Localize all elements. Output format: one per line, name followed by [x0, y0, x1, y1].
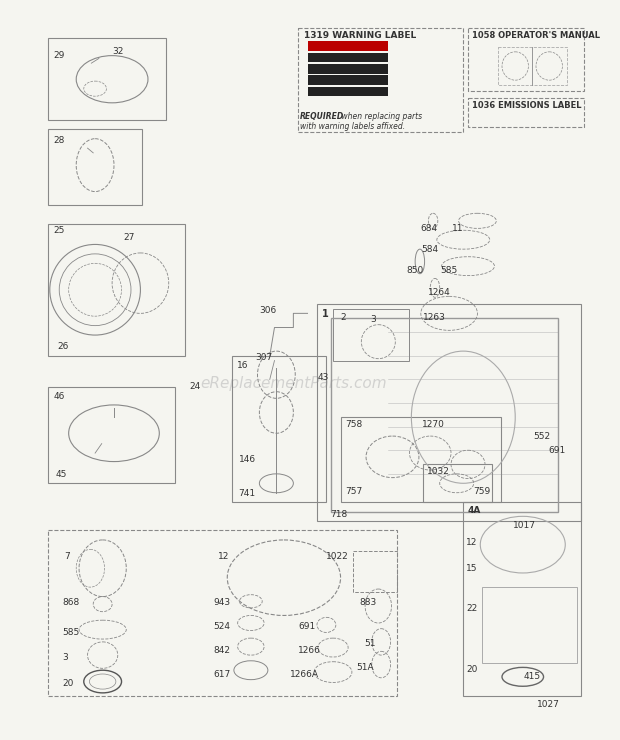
Text: eReplacementParts.com: eReplacementParts.com: [200, 377, 387, 391]
Text: when replacing parts: when replacing parts: [339, 112, 422, 121]
Bar: [308, 41, 388, 51]
Bar: [48, 531, 397, 696]
Text: 46: 46: [53, 391, 65, 401]
Text: 585: 585: [441, 266, 458, 275]
Text: 307: 307: [255, 353, 273, 362]
Text: 26: 26: [57, 342, 69, 351]
Text: 45: 45: [55, 470, 67, 479]
Text: 758: 758: [345, 420, 363, 429]
Text: 584: 584: [421, 246, 438, 255]
Text: REQUIRED: REQUIRED: [300, 112, 344, 121]
Text: 306: 306: [259, 306, 277, 314]
Text: 3: 3: [62, 653, 68, 662]
Text: 868: 868: [62, 599, 79, 608]
Bar: [353, 551, 397, 592]
Text: 146: 146: [239, 455, 255, 464]
Text: 1263: 1263: [423, 313, 446, 323]
Text: 1017: 1017: [513, 521, 536, 530]
Bar: [298, 28, 463, 132]
Bar: [468, 98, 584, 127]
Text: 1264: 1264: [428, 288, 451, 297]
Bar: [308, 53, 388, 62]
Text: 24: 24: [190, 383, 201, 391]
Text: 22: 22: [466, 604, 477, 613]
Text: 11: 11: [452, 223, 464, 232]
Text: 51: 51: [364, 639, 376, 648]
Text: 684: 684: [421, 223, 438, 232]
Text: 415: 415: [524, 672, 541, 681]
Text: 7: 7: [64, 552, 69, 561]
Bar: [423, 465, 492, 502]
Bar: [331, 318, 558, 511]
Text: 1032: 1032: [427, 467, 450, 477]
Bar: [317, 304, 582, 521]
Text: 691: 691: [298, 622, 316, 631]
Text: 20: 20: [62, 679, 73, 687]
Text: 1: 1: [322, 309, 329, 319]
Bar: [308, 64, 388, 73]
Text: 757: 757: [345, 487, 363, 496]
Text: 1036 EMISSIONS LABEL: 1036 EMISSIONS LABEL: [472, 101, 582, 110]
Text: 759: 759: [472, 487, 490, 496]
Text: 20: 20: [466, 665, 477, 674]
Text: 27: 27: [123, 233, 135, 242]
Text: 943: 943: [213, 599, 230, 608]
Text: 552: 552: [533, 432, 551, 441]
Text: 524: 524: [213, 622, 230, 631]
Text: 32: 32: [112, 47, 123, 56]
Bar: [498, 47, 567, 85]
Text: 28: 28: [53, 136, 65, 145]
Text: 585: 585: [62, 628, 79, 636]
Text: 718: 718: [330, 510, 347, 519]
Text: 51A: 51A: [356, 662, 374, 672]
Bar: [48, 387, 175, 483]
Bar: [232, 356, 326, 502]
Text: 12: 12: [218, 552, 229, 561]
Text: 3: 3: [371, 315, 376, 324]
Text: 617: 617: [213, 670, 231, 679]
Text: with warning labels affixed.: with warning labels affixed.: [300, 121, 405, 131]
Text: 842: 842: [213, 646, 230, 655]
Bar: [468, 28, 584, 92]
Text: 1058 OPERATOR'S MANUAL: 1058 OPERATOR'S MANUAL: [472, 31, 600, 40]
Text: 691: 691: [548, 445, 565, 454]
Text: 29: 29: [53, 51, 65, 60]
Text: 1027: 1027: [537, 701, 560, 710]
Text: 1266A: 1266A: [290, 670, 319, 679]
Text: 15: 15: [466, 565, 477, 574]
Bar: [340, 417, 501, 502]
Text: 16: 16: [237, 360, 248, 369]
Text: 1266: 1266: [298, 646, 321, 655]
Text: 12: 12: [466, 538, 477, 547]
Text: 25: 25: [53, 226, 65, 235]
Bar: [48, 130, 143, 205]
Text: 883: 883: [360, 599, 377, 608]
Bar: [48, 38, 166, 120]
Bar: [48, 223, 185, 356]
Bar: [463, 502, 582, 696]
Text: 850: 850: [407, 266, 424, 275]
Text: 2: 2: [340, 313, 346, 323]
Text: 741: 741: [239, 489, 255, 498]
Bar: [482, 587, 577, 662]
Text: 1270: 1270: [422, 420, 445, 429]
Bar: [333, 309, 409, 360]
Text: 1022: 1022: [326, 552, 349, 561]
Bar: [308, 75, 388, 85]
Text: 4A: 4A: [468, 506, 481, 515]
Text: 1319 WARNING LABEL: 1319 WARNING LABEL: [304, 31, 416, 40]
Bar: [308, 87, 388, 96]
Text: 43: 43: [318, 373, 329, 382]
